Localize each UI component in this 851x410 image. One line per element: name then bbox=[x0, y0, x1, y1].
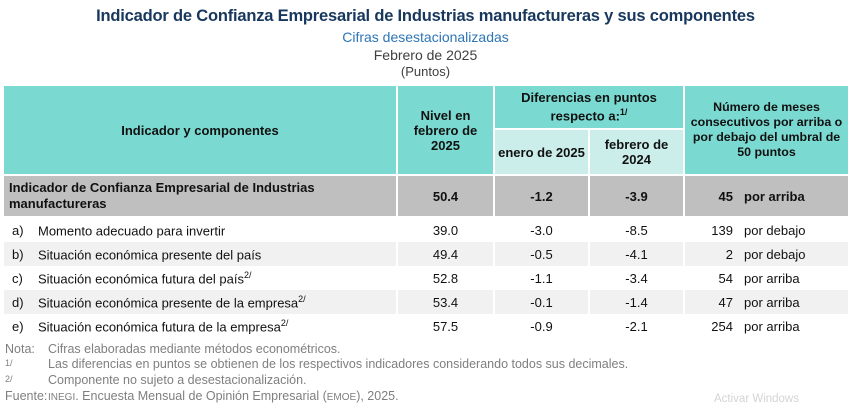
row-diff-feb: -2.1 bbox=[590, 314, 683, 338]
row-diff-jan: -1.1 bbox=[495, 266, 588, 290]
row-letter: e) bbox=[12, 318, 24, 334]
row-diff-jan: -0.1 bbox=[495, 290, 588, 314]
total-months-count: 45 bbox=[718, 188, 733, 204]
header-indicator: Indicador y componentes bbox=[4, 86, 396, 174]
footnote-2-ref: 2/ bbox=[298, 293, 306, 304]
page-title: Indicador de Confianza Empresarial de In… bbox=[96, 7, 755, 25]
total-diff-jan: -1.2 bbox=[495, 176, 588, 216]
row-months-count: 2 bbox=[725, 246, 733, 262]
table-row-c: c) Situación económica futura del país2/… bbox=[4, 266, 848, 290]
nota-label: Nota: bbox=[5, 342, 35, 356]
header-diff-jan: enero de 2025 bbox=[495, 130, 588, 174]
header-months: Número de meses consecutivos por arriba … bbox=[685, 86, 848, 174]
row-letter: d) bbox=[12, 294, 24, 310]
period-label: Febrero de 2025 bbox=[373, 47, 478, 63]
footnote-2-ref: 2/ bbox=[280, 317, 289, 328]
row-letter: a) bbox=[12, 222, 24, 238]
page-subtitle: Cifras desestacionalizadas bbox=[342, 29, 509, 45]
units-label: (Puntos) bbox=[400, 64, 451, 79]
row-months-direction: por arriba bbox=[744, 294, 800, 310]
footnote-2-marker: 2/ bbox=[5, 374, 13, 384]
table-header-row: Indicador y componentes Nivel en febrero… bbox=[4, 86, 848, 174]
header-diff-group: Diferencias en puntos respecto a:1/ ener… bbox=[495, 86, 683, 174]
row-months-count: 54 bbox=[718, 270, 733, 286]
row-months-direction: por arriba bbox=[744, 318, 800, 334]
row-level: 52.8 bbox=[398, 266, 493, 290]
row-label: c) Situación económica futura del país2/ bbox=[4, 266, 396, 290]
header-diff-subrow: enero de 2025 febrero de 2024 bbox=[495, 130, 683, 174]
row-label: b) Situación económica presente del país bbox=[4, 242, 396, 266]
row-label: e) Situación económica futura de la empr… bbox=[4, 314, 396, 338]
row-months: 47 por arriba bbox=[685, 290, 848, 314]
row-diff-feb: -4.1 bbox=[590, 242, 683, 266]
row-letter: b) bbox=[12, 246, 24, 262]
header-diff-feb: febrero de 2024 bbox=[590, 130, 683, 174]
header-diff-title: Diferencias en puntos respecto a:1/ bbox=[495, 86, 683, 128]
row-diff-feb: -3.4 bbox=[590, 266, 683, 290]
footnote-1-marker: 1/ bbox=[5, 358, 13, 368]
row-label: d) Situación económica presente de la em… bbox=[4, 290, 396, 314]
footnote-1-ref: 1/ bbox=[619, 107, 628, 118]
row-months-direction: por debajo bbox=[744, 246, 806, 262]
confidence-table: Indicador y componentes Nivel en febrero… bbox=[4, 86, 848, 338]
row-diff-feb: -8.5 bbox=[590, 218, 683, 242]
row-months-count: 47 bbox=[718, 294, 733, 310]
table-row-total: Indicador de Confianza Empresarial de In… bbox=[4, 176, 848, 216]
note-line-fn2: 2/ Componente no sujeto a desestacionali… bbox=[5, 373, 851, 389]
note-line-fn1: 1/ Las diferencias en puntos se obtienen… bbox=[5, 357, 851, 373]
fuente-label: Fuente: bbox=[5, 389, 48, 403]
footnote-2-ref: 2/ bbox=[243, 269, 252, 280]
table-row-b: b) Situación económica presente del país… bbox=[4, 242, 848, 266]
row-diff-feb: -1.4 bbox=[590, 290, 683, 314]
row-letter: c) bbox=[12, 270, 23, 286]
row-months: 139 por debajo bbox=[685, 218, 848, 242]
table-row-d: d) Situación económica presente de la em… bbox=[4, 290, 848, 314]
row-months: 254 por arriba bbox=[685, 314, 848, 338]
total-label: Indicador de Confianza Empresarial de In… bbox=[4, 176, 396, 216]
fuente-text: INEGI. Encuesta Mensual de Opinión Empre… bbox=[48, 389, 399, 403]
row-months-direction: por debajo bbox=[744, 222, 806, 238]
nota-text: Cifras elaboradas mediante métodos econo… bbox=[48, 342, 341, 356]
footnote-1-text: Las diferencias en puntos se obtienen de… bbox=[48, 357, 629, 371]
row-months-direction: por arriba bbox=[744, 270, 800, 286]
row-level: 57.5 bbox=[398, 314, 493, 338]
note-line-fuente: Fuente: INEGI. Encuesta Mensual de Opini… bbox=[5, 389, 851, 405]
row-diff-jan: -3.0 bbox=[495, 218, 588, 242]
row-level: 53.4 bbox=[398, 290, 493, 314]
notes-section: Nota: Cifras elaboradas mediante métodos… bbox=[5, 342, 851, 405]
row-level: 39.0 bbox=[398, 218, 493, 242]
total-months: 45 por arriba bbox=[685, 176, 848, 216]
total-diff-feb: -3.9 bbox=[590, 176, 683, 216]
row-level: 49.4 bbox=[398, 242, 493, 266]
row-label: a) Momento adecuado para invertir bbox=[4, 218, 396, 242]
header-level: Nivel en febrero de 2025 bbox=[398, 86, 493, 174]
table-row-e: e) Situación económica futura de la empr… bbox=[4, 314, 848, 338]
row-diff-jan: -0.9 bbox=[495, 314, 588, 338]
row-months-count: 254 bbox=[711, 318, 733, 334]
note-line-nota: Nota: Cifras elaboradas mediante métodos… bbox=[5, 342, 851, 357]
row-months-count: 139 bbox=[711, 222, 733, 238]
total-months-direction: por arriba bbox=[744, 188, 805, 204]
total-level: 50.4 bbox=[398, 176, 493, 216]
footnote-2-text: Componente no sujeto a desestacionalizac… bbox=[48, 373, 307, 387]
row-months: 54 por arriba bbox=[685, 266, 848, 290]
activate-windows-watermark: Activar Windows bbox=[714, 393, 799, 405]
row-months: 2 por debajo bbox=[685, 242, 848, 266]
table-row-a: a) Momento adecuado para invertir 39.0 -… bbox=[4, 218, 848, 242]
row-diff-jan: -0.5 bbox=[495, 242, 588, 266]
